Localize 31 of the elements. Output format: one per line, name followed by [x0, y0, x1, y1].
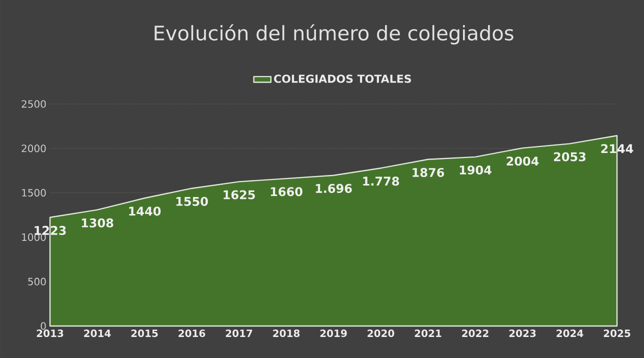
data-label: 1440 [129, 206, 161, 216]
data-label: 1904 [460, 165, 492, 175]
legend-label: COLEGIADOS TOTALES [274, 74, 411, 83]
y-tick-label: 2000 [22, 144, 46, 152]
y-tick-label: 2500 [22, 100, 46, 108]
data-label: 1.778 [363, 176, 399, 186]
x-tick-label: 2025 [604, 330, 630, 338]
y-tick-label: 500 [28, 278, 46, 286]
data-label: 1876 [412, 168, 444, 178]
data-label: 2004 [506, 156, 539, 166]
x-tick-label: 2020 [368, 330, 394, 338]
x-tick-label: 2017 [226, 330, 252, 338]
x-tick-label: 2023 [509, 330, 536, 338]
data-label: 1308 [82, 218, 114, 228]
data-label: 1660 [270, 187, 302, 196]
x-tick-label: 2015 [131, 330, 158, 338]
x-tick-label: 2024 [556, 330, 584, 338]
x-tick-label: 2022 [462, 330, 488, 338]
data-label: 1625 [224, 190, 255, 200]
x-tick-label: 2019 [320, 330, 347, 338]
x-tick-label: 2014 [84, 330, 111, 338]
y-tick-label: 1500 [22, 188, 46, 197]
y-tick-label: 0 [40, 322, 46, 330]
data-label: 2053 [554, 152, 586, 162]
x-tick-label: 2021 [414, 330, 442, 338]
data-label: 1.696 [316, 184, 352, 193]
x-tick-label: 2016 [178, 330, 206, 338]
x-tick-label: 2013 [36, 330, 64, 338]
data-label: 1550 [176, 196, 208, 206]
chart-title: Evolución del número de colegiados [154, 24, 514, 44]
x-tick-label: 2018 [273, 330, 300, 338]
